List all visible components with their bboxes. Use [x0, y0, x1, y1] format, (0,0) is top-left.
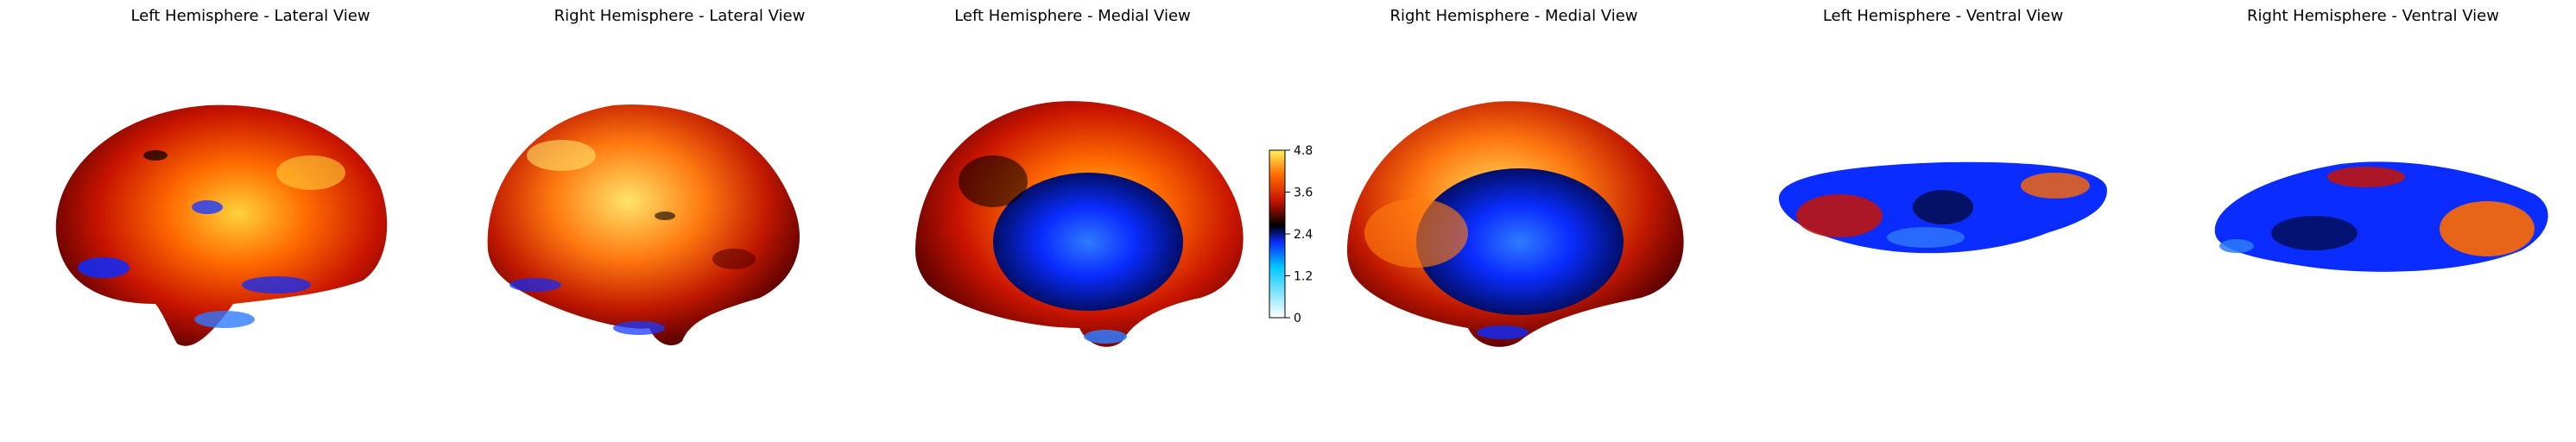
- colorbar-tick-label: 3.6: [1294, 186, 1313, 200]
- panel-title-right-medial: Right Hemisphere - Medial View: [1389, 7, 1638, 25]
- brain-right-ventral: [2214, 161, 2548, 272]
- colorbar-tick-label: 2.4: [1294, 228, 1313, 242]
- colorbar-tick-label: 1.2: [1294, 270, 1313, 284]
- brain-right-lateral: [487, 104, 800, 345]
- brain-left-medial: [915, 101, 1244, 347]
- brain-right-medial: [1347, 101, 1684, 347]
- colorbar-tick-label: 0: [1294, 312, 1301, 325]
- brain-left-lateral: [55, 104, 388, 346]
- panel-title-left-lateral: Left Hemisphere - Lateral View: [130, 7, 370, 25]
- panel-title-right-lateral: Right Hemisphere - Lateral View: [554, 7, 806, 25]
- panel-title-right-ventral: Right Hemisphere - Ventral View: [2247, 7, 2499, 25]
- panel-title-left-medial: Left Hemisphere - Medial View: [954, 7, 1191, 25]
- colorbar-tick-label: 4.8: [1294, 144, 1313, 158]
- brain-left-ventral: [1779, 161, 2107, 254]
- colorbar: 4.8 3.6 2.4 1.2 0: [1269, 144, 1313, 325]
- panel-title-left-ventral: Left Hemisphere - Ventral View: [1822, 7, 2064, 25]
- colorbar-gradient: [1269, 149, 1286, 319]
